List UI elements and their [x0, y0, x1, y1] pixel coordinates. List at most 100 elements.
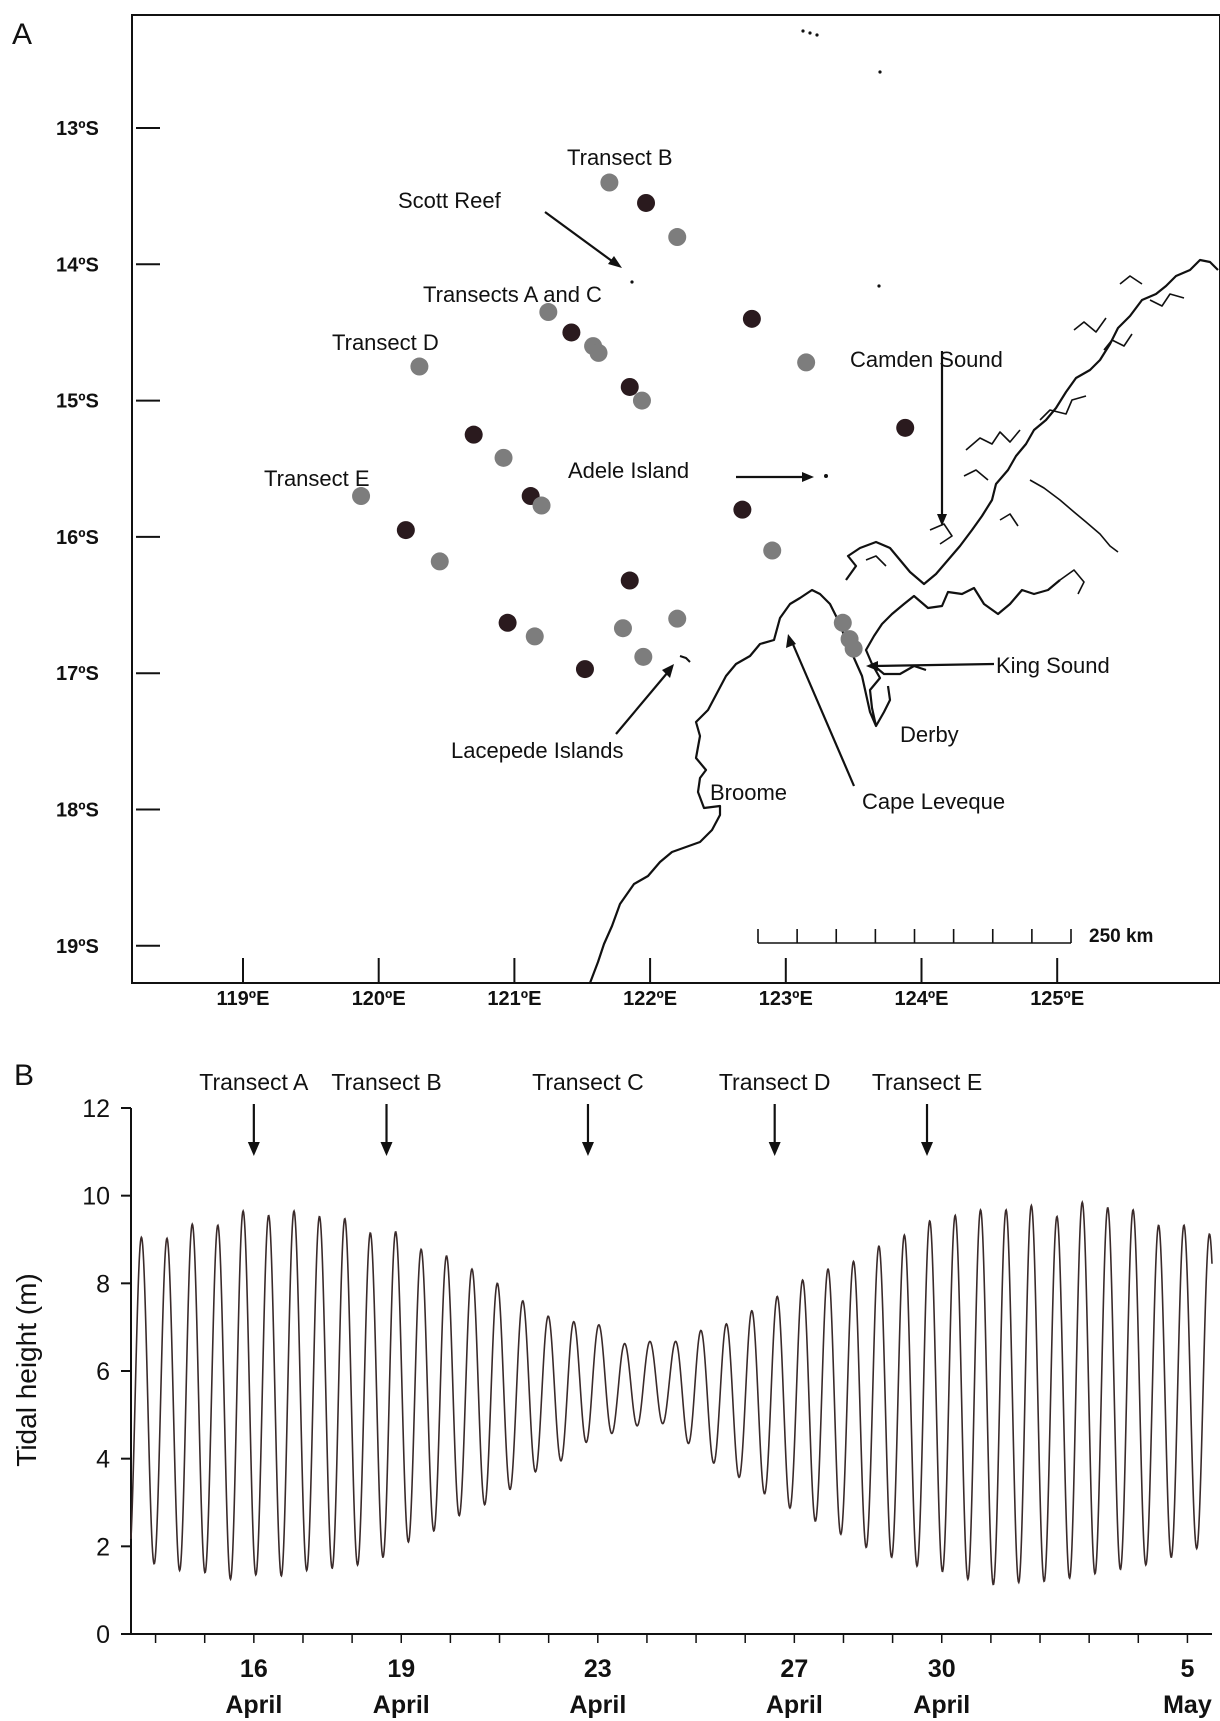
transect-marker-label: Transect D: [719, 1069, 831, 1095]
arrowhead: [802, 472, 814, 482]
transect-marker-label: Transect B: [331, 1069, 441, 1095]
station-dark: [620, 377, 639, 396]
arrowhead: [937, 514, 947, 526]
station-grey: [668, 228, 687, 247]
coastline: [588, 258, 1219, 984]
x-label-month: April: [766, 1691, 823, 1719]
x-label-day: 27: [780, 1655, 808, 1683]
station-grey: [532, 496, 551, 515]
station-dark: [742, 309, 761, 328]
x-label-month: April: [225, 1691, 282, 1719]
x-axis-ticks: [154, 1634, 1189, 1643]
x-label-day: 19: [387, 1655, 415, 1683]
label-camden-sound: Camden Sound: [850, 347, 1003, 372]
label-transects-a-c: Transects A and C: [423, 282, 602, 307]
longitude-axis: 119ºE 120ºE 121ºE 122ºE 123ºE 124ºE 125ºE: [217, 958, 1084, 1010]
transect-marker-arrowhead: [921, 1142, 934, 1156]
adele-island-dot: [824, 474, 828, 478]
station-grey: [494, 448, 513, 467]
coastline-mainland: [588, 579, 1061, 984]
scale-bar: 250 km: [757, 926, 1153, 947]
map-frame: [131, 14, 1220, 984]
station-grey: [600, 173, 619, 192]
lacepede-islands-arrow: [615, 671, 669, 735]
lon-tick-label: 121ºE: [487, 988, 541, 1010]
x-axis-labels: 16 April 19 April 23 April 27 April 30 April 5 May: [225, 1655, 1211, 1719]
y-axis-ticks: 0 2 4 6 8 10 12: [82, 1095, 131, 1649]
transect-marker-arrowhead: [768, 1142, 781, 1156]
x-label-day: 23: [584, 1655, 612, 1683]
station-grey: [430, 552, 449, 571]
scale-bar-ticks: [757, 929, 1072, 943]
label-adele-island: Adele Island: [568, 458, 689, 483]
tide-series-line: [130, 1200, 1213, 1586]
reef-dot: [877, 284, 881, 288]
lat-tick-label: 16ºS: [56, 527, 99, 549]
station-grey: [844, 639, 863, 658]
transect-marker-label: Transect A: [199, 1069, 309, 1095]
station-grey: [613, 619, 632, 638]
y-tick-label: 8: [96, 1270, 110, 1298]
station-grey: [668, 609, 687, 628]
reef-dot: [808, 31, 812, 35]
transect-marker-arrowhead: [581, 1142, 594, 1156]
transect-markers: Transect A Transect B Transect C Transect D…: [199, 1069, 982, 1156]
x-label-day: 30: [928, 1655, 956, 1683]
arrowhead: [608, 256, 622, 268]
station-grey: [763, 541, 782, 560]
reef-dot: [801, 29, 805, 33]
station-dark: [562, 323, 581, 342]
lat-tick-label: 15ºS: [56, 391, 99, 413]
station-grey: [539, 303, 558, 322]
scott-reef-arrow: [544, 211, 617, 265]
label-king-sound: King Sound: [996, 653, 1110, 678]
station-dark: [637, 193, 656, 212]
label-transect-d: Transect D: [332, 330, 439, 355]
label-transect-b: Transect B: [567, 145, 673, 170]
scale-bar-label: 250 km: [1089, 926, 1153, 947]
y-axis-label: Tidal height (m): [11, 1273, 42, 1466]
panel-b: B Tidal height (m) 0 2 4 6 8 10 12 16 April 19 Ap…: [11, 1059, 1213, 1719]
station-grey: [410, 357, 429, 376]
cape-leveque-arrow: [790, 641, 856, 787]
station-dark: [498, 613, 517, 632]
panel-b-letter: B: [14, 1059, 34, 1092]
y-tick-label: 12: [82, 1095, 110, 1123]
y-tick-label: 4: [96, 1446, 110, 1474]
y-tick-label: 2: [96, 1533, 110, 1561]
map-arrows: [544, 211, 995, 787]
lon-tick-label: 120ºE: [352, 988, 406, 1010]
station-dark: [896, 418, 915, 437]
stations: [352, 173, 915, 679]
transect-marker-arrowhead: [247, 1142, 260, 1156]
lacepede-islands-outline: [679, 655, 691, 663]
x-label-day: 5: [1180, 1655, 1194, 1683]
coastline-kimberley-islands: [865, 275, 1185, 595]
lat-tick-label: 19ºS: [56, 936, 99, 958]
lon-tick-label: 123ºE: [759, 988, 813, 1010]
latitude-axis: 13ºS 14ºS 15ºS 16ºS 17ºS 18ºS 19ºS: [56, 118, 160, 958]
y-tick-label: 10: [82, 1183, 110, 1211]
x-label-month: April: [373, 1691, 430, 1719]
label-derby: Derby: [900, 722, 959, 747]
label-scott-reef: Scott Reef: [398, 188, 502, 213]
y-tick-label: 6: [96, 1358, 110, 1386]
station-dark: [575, 660, 594, 679]
station-grey: [797, 353, 816, 372]
station-grey: [632, 391, 651, 410]
label-lacepede-islands: Lacepede Islands: [451, 738, 623, 763]
station-grey: [352, 487, 371, 506]
y-tick-label: 0: [96, 1621, 110, 1649]
lon-tick-label: 125ºE: [1030, 988, 1084, 1010]
station-dark: [733, 500, 752, 519]
transect-marker-label: Transect C: [532, 1069, 644, 1095]
transect-marker-arrowhead: [380, 1142, 393, 1156]
reef-dot: [878, 70, 882, 74]
station-dark: [396, 521, 415, 540]
panel-a-letter: A: [12, 18, 32, 51]
x-label-day: 16: [240, 1655, 268, 1683]
arrowhead: [662, 664, 674, 678]
label-transect-e: Transect E: [264, 466, 370, 491]
transect-marker-label: Transect E: [872, 1069, 982, 1095]
